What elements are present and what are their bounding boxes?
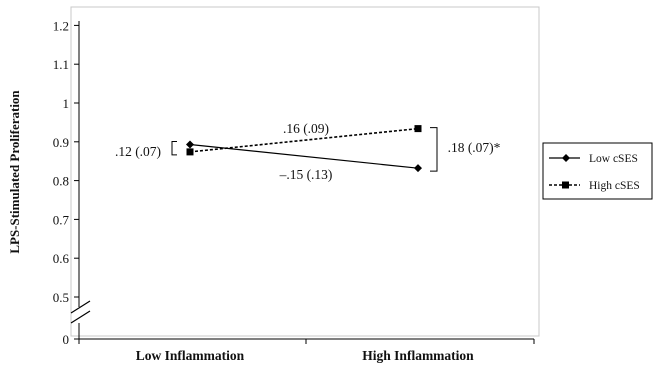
data-point-low-cses — [414, 164, 422, 173]
series-line-low-cses — [189, 143, 419, 169]
y-tick-label: 1.2 — [53, 18, 69, 33]
legend-label-low-cses: Low cSES — [589, 153, 638, 165]
legend-box — [542, 142, 653, 200]
y-tick-label: 0.7 — [53, 212, 70, 227]
legend: Low cSES High cSES — [542, 142, 653, 200]
data-point-low-cses — [186, 140, 194, 149]
y-tick-label: 0 — [63, 332, 70, 347]
legend-marker-square — [562, 181, 569, 189]
low-inflammation-bracket — [171, 141, 177, 156]
low-inflammation-difference-label: .12 (.07) — [115, 144, 161, 159]
plot-area-border — [70, 6, 540, 337]
high-inflammation-bracket — [430, 127, 438, 172]
y-tick-label: 0.8 — [53, 174, 69, 189]
high-inflammation-difference-label: .18 (.07)* — [448, 140, 501, 155]
low-cses-slope-label: –.15 (.13) — [279, 167, 333, 182]
x-tick-label: Low Inflammation — [136, 348, 245, 363]
y-tick-label: 0.6 — [53, 251, 70, 266]
series-line-high-cses — [189, 127, 419, 153]
data-point-high-cses — [186, 148, 194, 156]
x-tick-label: High Inflammation — [362, 348, 474, 363]
data-point-high-cses — [414, 125, 422, 133]
y-axis-break-mark — [70, 300, 91, 324]
legend-item-high-cses: High cSES — [549, 180, 640, 192]
y-axis-label: LPS-Stimulated Proliferation — [7, 90, 22, 254]
y-tick-label: 1.1 — [53, 57, 69, 72]
legend-marker-diamond — [562, 154, 570, 162]
x-axis-ticks: Low Inflammation High Inflammation — [78, 339, 535, 363]
series-layer — [186, 125, 422, 173]
y-tick-label: 0.5 — [53, 290, 69, 305]
legend-item-low-cses: Low cSES — [549, 153, 638, 165]
legend-label-high-cses: High cSES — [589, 180, 640, 192]
y-tick-label: 1 — [63, 96, 70, 111]
y-axis-ticks: 0 0.5 0.6 0.7 0.8 0.9 1 1.1 1.2 — [53, 18, 79, 347]
y-tick-label: 0.9 — [53, 135, 69, 150]
high-cses-slope-label: .16 (.09) — [283, 121, 329, 136]
